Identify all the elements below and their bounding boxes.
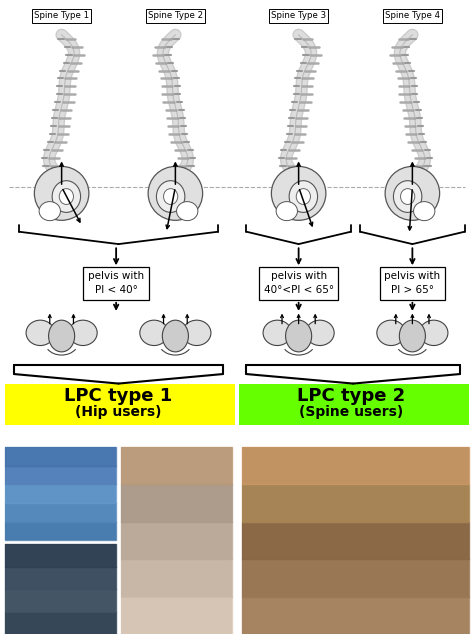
Ellipse shape xyxy=(34,167,89,221)
Bar xyxy=(239,384,469,425)
Ellipse shape xyxy=(413,202,435,221)
Ellipse shape xyxy=(393,181,422,212)
Ellipse shape xyxy=(59,189,73,205)
Text: Spine Type 1: Spine Type 1 xyxy=(34,11,89,20)
Ellipse shape xyxy=(285,320,312,352)
Text: LPC type 2: LPC type 2 xyxy=(297,387,405,405)
Text: (Spine users): (Spine users) xyxy=(299,405,403,420)
Ellipse shape xyxy=(176,202,198,221)
Text: pelvis with
40°<PI < 65°: pelvis with 40°<PI < 65° xyxy=(264,271,334,295)
Bar xyxy=(5,384,235,425)
Bar xyxy=(5,544,116,634)
Ellipse shape xyxy=(182,320,211,346)
Text: LPC type 1: LPC type 1 xyxy=(64,387,173,405)
Ellipse shape xyxy=(399,320,426,352)
Ellipse shape xyxy=(419,320,448,346)
Bar xyxy=(242,447,469,634)
Text: pelvis with
PI < 40°: pelvis with PI < 40° xyxy=(88,271,144,295)
Ellipse shape xyxy=(401,189,415,205)
Ellipse shape xyxy=(296,189,310,205)
Ellipse shape xyxy=(69,320,97,346)
Ellipse shape xyxy=(385,167,439,221)
Text: (Hip users): (Hip users) xyxy=(75,405,162,420)
Ellipse shape xyxy=(39,202,61,221)
Ellipse shape xyxy=(263,320,292,346)
Ellipse shape xyxy=(276,202,298,221)
Ellipse shape xyxy=(289,181,318,212)
Text: pelvis with
PI > 65°: pelvis with PI > 65° xyxy=(384,271,440,295)
Text: Spine Type 4: Spine Type 4 xyxy=(385,11,440,20)
Ellipse shape xyxy=(164,189,178,205)
Ellipse shape xyxy=(271,167,326,221)
Text: Spine Type 2: Spine Type 2 xyxy=(148,11,203,20)
Bar xyxy=(5,447,116,540)
Ellipse shape xyxy=(377,320,405,346)
Text: Spine Type 3: Spine Type 3 xyxy=(271,11,326,20)
Ellipse shape xyxy=(49,320,75,352)
Ellipse shape xyxy=(156,181,185,212)
Ellipse shape xyxy=(306,320,334,346)
Ellipse shape xyxy=(140,320,168,346)
Ellipse shape xyxy=(26,320,55,346)
Ellipse shape xyxy=(148,167,202,221)
Ellipse shape xyxy=(162,320,188,352)
Ellipse shape xyxy=(52,181,81,212)
Bar xyxy=(121,447,232,634)
